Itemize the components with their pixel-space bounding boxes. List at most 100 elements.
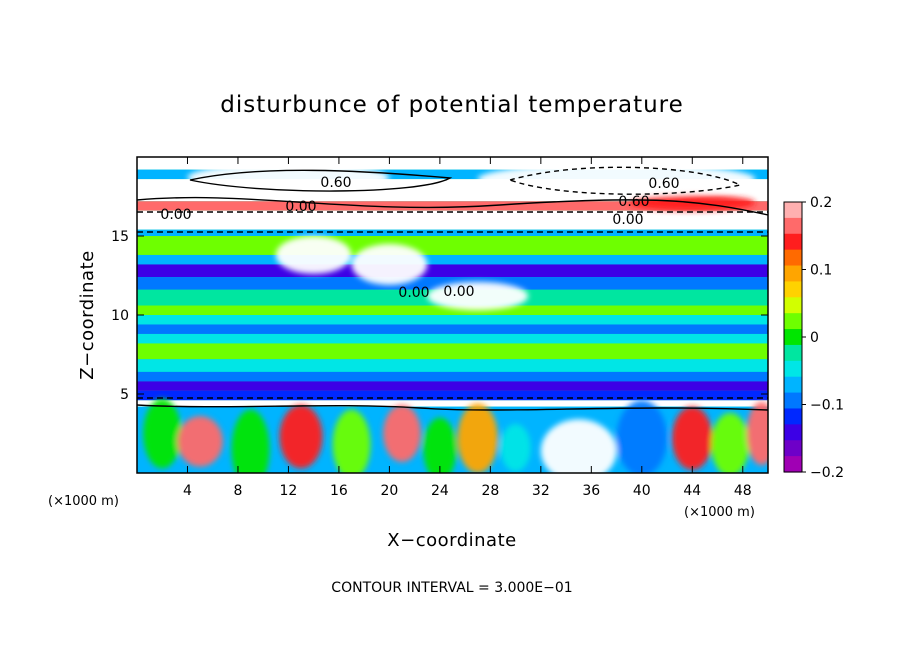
contour-labels: 0.60 0.600.000.000.600.000.00 0.00 [160,175,679,301]
colorbar-tick-label: 0 [810,330,819,346]
colorbar-tick-label: −0.1 [810,398,844,414]
x-tick-label: 36 [582,483,600,499]
colorbar-tick-label: 0.2 [810,195,832,211]
colorbar-swatch [784,281,802,298]
band-9 [137,277,768,290]
blob-15 [351,243,428,285]
colorbar-ticks: 0.2 0.1 0 −0.1 −0.2 [802,195,844,481]
anomaly-blobs [143,163,768,473]
blob-0 [143,398,182,469]
band-8 [137,264,768,278]
colorbar-swatch [784,265,802,283]
blob-7 [457,403,498,473]
blob-11 [672,406,713,470]
x-unit-right: (×1000 m) [684,505,755,520]
colorbar-swatch [784,233,802,251]
contour-line-2 [137,196,768,216]
colorbar-swatch [784,297,802,314]
colorbar-swatch [784,360,802,378]
colorbar [783,201,803,473]
colorbar-swatch [784,202,802,219]
contour-line-4 [507,166,743,195]
blob-12 [711,412,750,473]
blob-4 [332,409,371,473]
colorbar-swatch [784,392,802,410]
colorbar-swatch [784,217,802,235]
colorbar-swatch [784,249,802,267]
contour-line-6 [137,404,768,411]
colorbar-swatch [784,424,802,441]
contour-label: 0.00 [612,212,643,228]
contour-label: 0.00 [398,285,429,301]
y-tick-label: 10 [111,308,129,324]
contour-label: 0.60 [618,194,649,210]
x-tick-label: 8 [233,483,242,499]
blob-10 [616,400,668,473]
x-tick-label: 32 [532,483,550,499]
x-unit-left: (×1000 m) [48,494,119,509]
x-tick-label: 44 [683,483,701,499]
contour-lines [137,166,768,411]
blob-3 [279,405,323,469]
blob-13 [746,401,768,466]
band-19 [137,390,768,401]
x-tick-label: 24 [431,483,449,499]
x-tick-label: 20 [380,483,398,499]
colorbar-swatch [784,456,802,473]
contour-line-3 [189,169,453,192]
band-4 [137,210,768,230]
blob-5 [383,405,421,462]
colorbar-swatch [784,344,802,362]
band-15 [137,343,768,360]
blob-1 [177,416,223,467]
band-20 [137,400,768,407]
colorbar-tick-label: −0.2 [810,465,844,481]
band-3 [137,201,768,211]
x-tick-label: 16 [330,483,348,499]
blob-14 [275,236,352,274]
x-tick-label: 28 [481,483,499,499]
y-axis-label: Z−coordinate [77,250,98,379]
blob-9 [540,419,617,473]
heatmap-field: 0.60 0.600.000.000.600.000.00 0.00 [137,157,768,473]
y-tick-label: 15 [111,229,129,245]
colorbar-tick-label: 0.1 [810,263,832,279]
band-6 [137,236,768,255]
colorbar-swatch [784,440,802,457]
band-18 [137,381,768,391]
contour-label: 0.00 [160,207,191,223]
x-tick-label: 40 [633,483,651,499]
band-1 [137,169,768,180]
band-12 [137,315,768,325]
contour-label: 0.60 [320,175,351,191]
x-tick-label: 12 [280,483,298,499]
contour-interval-note: CONTOUR INTERVAL = 3.000E−01 [331,580,572,596]
band-7 [137,254,768,265]
y-axis-ticks: 5 10 15 [111,229,768,403]
x-axis-label: X−coordinate [387,530,516,551]
y-tick-label: 5 [120,387,129,403]
band-17 [137,371,768,382]
band-13 [137,324,768,334]
x-axis-ticks: 4 8 12 16 20 24 28 32 36 40 44 48 [183,157,752,499]
blob-2 [231,409,270,473]
blob-18 [477,163,756,195]
colorbar-swatch [784,329,802,346]
blob-16 [427,281,529,311]
blob-8 [500,424,531,472]
contour-label: 0.00 [285,199,316,215]
blob-17 [187,163,390,192]
band-11 [137,305,768,315]
contour-label: 0.60 [648,176,679,192]
band-14 [137,333,768,344]
contour-label: 0.00 [443,284,474,300]
blob-6 [423,417,457,473]
band-16 [137,359,768,372]
colorbar-swatch [784,408,802,425]
colorbar-swatch [784,313,802,330]
band-5 [137,229,768,236]
colorbar-swatch [784,376,802,394]
x-tick-label: 4 [183,483,192,499]
chart-title: disturbunce of potential temperature [220,92,684,118]
